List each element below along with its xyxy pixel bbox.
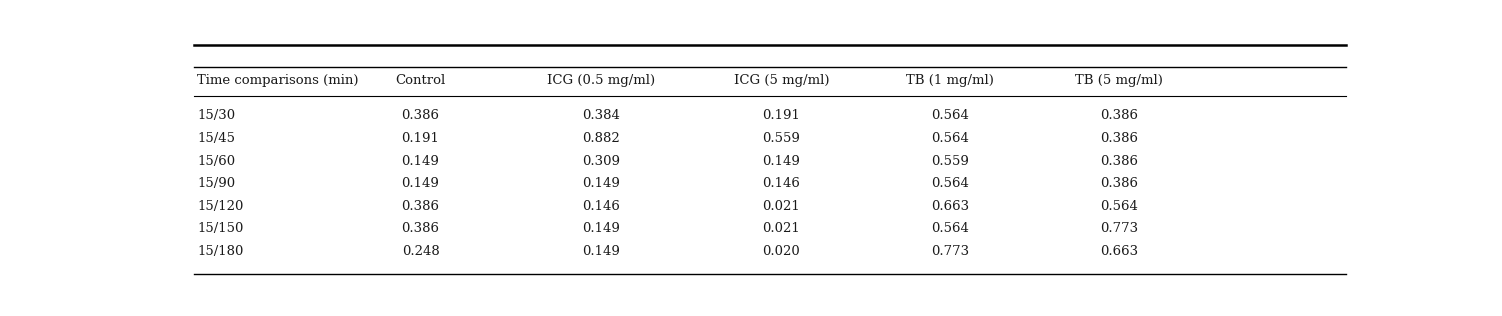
Text: 0.663: 0.663 — [931, 200, 969, 213]
Text: 0.386: 0.386 — [401, 222, 440, 235]
Text: 0.149: 0.149 — [583, 222, 620, 235]
Text: 0.386: 0.386 — [401, 200, 440, 213]
Text: 0.564: 0.564 — [931, 177, 969, 190]
Text: 0.146: 0.146 — [583, 200, 620, 213]
Text: 0.386: 0.386 — [1099, 155, 1139, 167]
Text: 0.564: 0.564 — [1099, 200, 1139, 213]
Text: 0.559: 0.559 — [931, 155, 969, 167]
Text: 15/180: 15/180 — [197, 245, 243, 258]
Text: 0.248: 0.248 — [401, 245, 440, 258]
Text: 0.564: 0.564 — [931, 222, 969, 235]
Text: 0.564: 0.564 — [931, 132, 969, 145]
Text: 0.021: 0.021 — [763, 200, 801, 213]
Text: 0.149: 0.149 — [583, 177, 620, 190]
Text: 0.773: 0.773 — [931, 245, 969, 258]
Text: 15/120: 15/120 — [197, 200, 243, 213]
Text: ICG (5 mg/ml): ICG (5 mg/ml) — [733, 74, 829, 87]
Text: 0.149: 0.149 — [763, 155, 801, 167]
Text: 0.149: 0.149 — [401, 155, 440, 167]
Text: 0.149: 0.149 — [583, 245, 620, 258]
Text: 0.773: 0.773 — [1099, 222, 1139, 235]
Text: 0.386: 0.386 — [1099, 132, 1139, 145]
Text: 0.191: 0.191 — [401, 132, 440, 145]
Text: 0.386: 0.386 — [1099, 109, 1139, 122]
Text: Control: Control — [395, 74, 446, 87]
Text: 0.309: 0.309 — [581, 155, 620, 167]
Text: 0.386: 0.386 — [401, 109, 440, 122]
Text: TB (1 mg/ml): TB (1 mg/ml) — [906, 74, 994, 87]
Text: 0.386: 0.386 — [1099, 177, 1139, 190]
Text: 0.020: 0.020 — [763, 245, 801, 258]
Text: 15/90: 15/90 — [197, 177, 236, 190]
Text: 0.191: 0.191 — [763, 109, 801, 122]
Text: 0.384: 0.384 — [583, 109, 620, 122]
Text: 0.882: 0.882 — [583, 132, 620, 145]
Text: 0.564: 0.564 — [931, 109, 969, 122]
Text: Time comparisons (min): Time comparisons (min) — [197, 74, 359, 87]
Text: 0.146: 0.146 — [763, 177, 801, 190]
Text: 15/45: 15/45 — [197, 132, 234, 145]
Text: ICG (0.5 mg/ml): ICG (0.5 mg/ml) — [547, 74, 655, 87]
Text: 15/30: 15/30 — [197, 109, 236, 122]
Text: 15/150: 15/150 — [197, 222, 243, 235]
Text: 0.663: 0.663 — [1099, 245, 1139, 258]
Text: 0.559: 0.559 — [763, 132, 801, 145]
Text: TB (5 mg/ml): TB (5 mg/ml) — [1075, 74, 1163, 87]
Text: 0.021: 0.021 — [763, 222, 801, 235]
Text: 0.149: 0.149 — [401, 177, 440, 190]
Text: 15/60: 15/60 — [197, 155, 236, 167]
